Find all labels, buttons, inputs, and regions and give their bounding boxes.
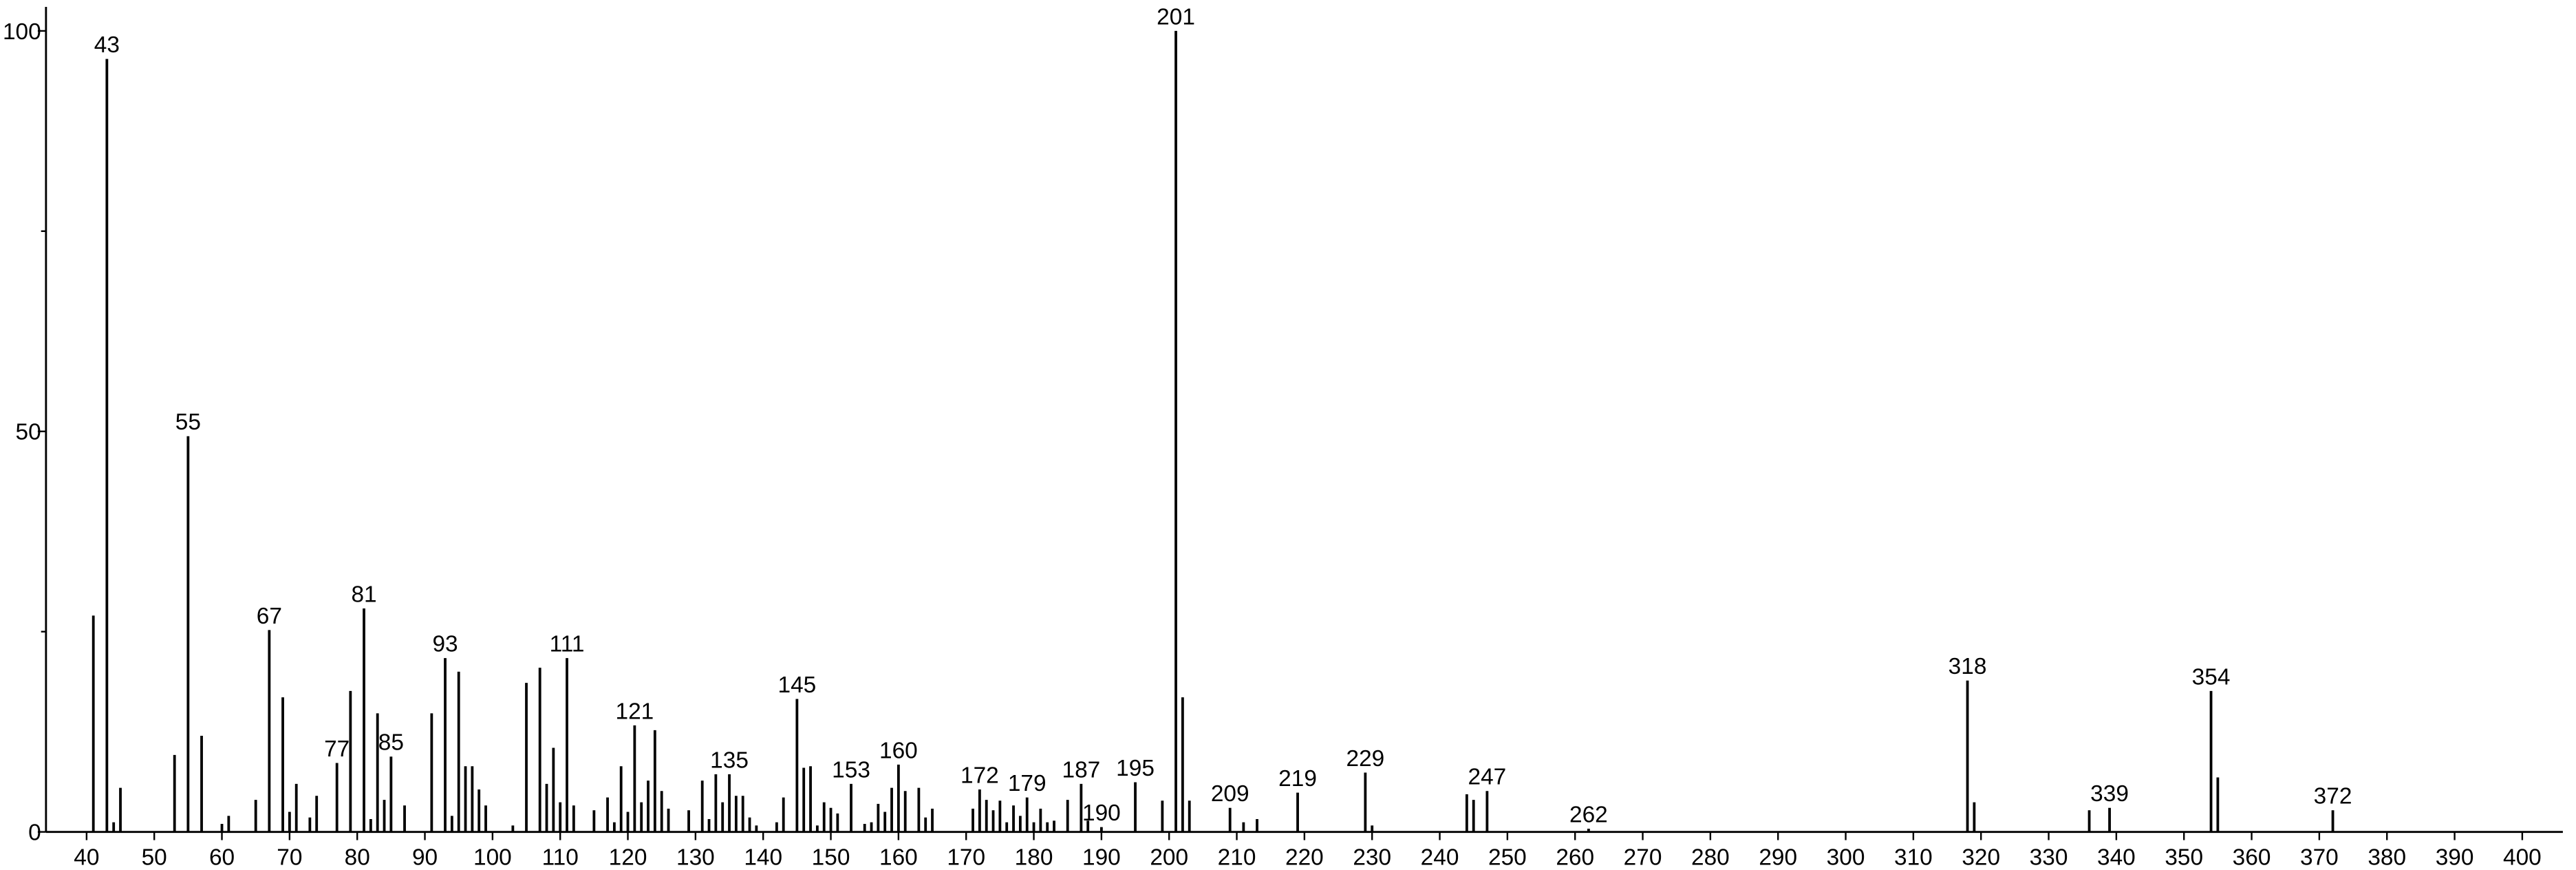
x-tick-label: 180 xyxy=(1015,845,1053,870)
x-tick-label: 140 xyxy=(744,845,782,870)
x-tick-label: 120 xyxy=(609,845,647,870)
peak-label: 55 xyxy=(175,410,201,435)
x-tick-label: 280 xyxy=(1691,845,1730,870)
x-tick-label: 290 xyxy=(1759,845,1797,870)
x-tick-label: 110 xyxy=(542,845,579,870)
x-tick-label: 60 xyxy=(209,845,235,870)
peak-label: 354 xyxy=(2192,664,2231,690)
peak-label: 339 xyxy=(2090,781,2129,807)
x-tick-label: 170 xyxy=(947,845,985,870)
x-tick-label: 200 xyxy=(1150,845,1188,870)
peak-label: 93 xyxy=(432,632,458,657)
x-tick-label: 330 xyxy=(2030,845,2068,870)
y-tick-label: 0 xyxy=(28,820,41,846)
x-tick-label: 390 xyxy=(2436,845,2474,870)
x-tick-label: 190 xyxy=(1082,845,1121,870)
peak-label: 187 xyxy=(1062,757,1100,783)
x-tick-label: 50 xyxy=(142,845,167,870)
x-tick-label: 160 xyxy=(879,845,918,870)
x-tick-label: 380 xyxy=(2368,845,2406,870)
x-tick-label: 350 xyxy=(2165,845,2203,870)
peak-label: 121 xyxy=(615,699,654,724)
peak-label: 179 xyxy=(1008,771,1046,796)
peak-label: 67 xyxy=(257,604,282,629)
x-tick-label: 320 xyxy=(1962,845,2000,870)
peak-label: 262 xyxy=(1569,802,1608,827)
peak-label: 190 xyxy=(1082,800,1121,826)
peak-label: 145 xyxy=(777,672,816,698)
peak-label: 135 xyxy=(710,747,749,773)
y-tick-label: 50 xyxy=(16,420,41,445)
x-tick-label: 310 xyxy=(1894,845,1933,870)
x-tick-label: 80 xyxy=(345,845,370,870)
x-tick-label: 370 xyxy=(2300,845,2339,870)
peak-label: 318 xyxy=(1949,654,1987,679)
x-tick-label: 260 xyxy=(1556,845,1594,870)
peak-label: 201 xyxy=(1157,4,1195,30)
x-tick-label: 400 xyxy=(2503,845,2542,870)
peak-label: 229 xyxy=(1346,746,1385,772)
peak-label: 77 xyxy=(324,736,350,762)
peak-label: 160 xyxy=(879,738,918,763)
x-tick-label: 360 xyxy=(2233,845,2271,870)
x-tick-label: 130 xyxy=(676,845,715,870)
peak-label: 195 xyxy=(1116,756,1155,781)
peak-label: 172 xyxy=(960,763,999,788)
x-tick-label: 250 xyxy=(1488,845,1527,870)
peak-label: 85 xyxy=(378,730,404,756)
x-tick-label: 90 xyxy=(412,845,438,870)
x-tick-label: 220 xyxy=(1285,845,1324,870)
peak-label: 209 xyxy=(1211,781,1249,807)
peak-label: 372 xyxy=(2314,784,2352,809)
x-tick-label: 40 xyxy=(74,845,99,870)
x-tick-label: 230 xyxy=(1353,845,1391,870)
x-tick-label: 340 xyxy=(2097,845,2136,870)
peak-label: 43 xyxy=(94,32,120,58)
x-tick-label: 300 xyxy=(1827,845,1865,870)
peak-label: 111 xyxy=(550,632,585,657)
peak-label: 81 xyxy=(351,582,376,607)
x-tick-label: 100 xyxy=(473,845,512,870)
peak-label: 153 xyxy=(832,757,870,783)
x-tick-label: 70 xyxy=(277,845,302,870)
x-tick-label: 240 xyxy=(1421,845,1459,870)
x-tick-label: 270 xyxy=(1624,845,1662,870)
y-tick-label: 100 xyxy=(3,19,41,45)
x-tick-label: 210 xyxy=(1218,845,1256,870)
peak-label: 247 xyxy=(1468,765,1507,790)
x-tick-label: 150 xyxy=(812,845,850,870)
peak-label: 219 xyxy=(1278,766,1317,792)
